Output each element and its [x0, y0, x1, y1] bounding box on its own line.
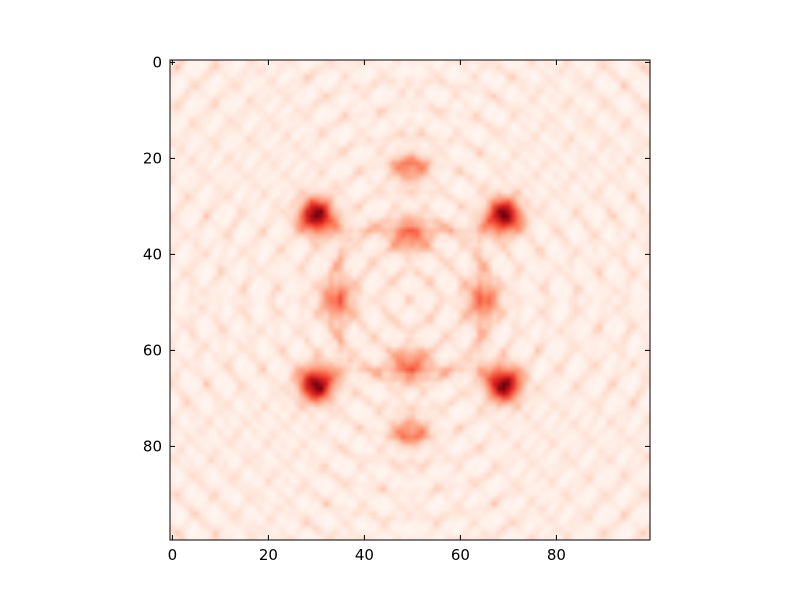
plot-area	[169, 59, 651, 541]
x-tick-label: 80	[547, 546, 566, 564]
x-tick-label: 0	[168, 546, 178, 564]
y-tick-label: 80	[143, 437, 162, 455]
y-tick-label: 20	[143, 149, 162, 167]
x-axis: 0 20 40 60 80	[168, 60, 566, 564]
axes-frame	[169, 59, 651, 541]
x-tick-label: 40	[355, 546, 374, 564]
y-tick-label: 40	[143, 245, 162, 263]
x-tick-label: 60	[451, 546, 470, 564]
y-axis: 0 20 40 60 80	[143, 53, 650, 455]
y-tick-label: 60	[143, 341, 162, 359]
x-tick-label: 20	[259, 546, 278, 564]
heatmap-image	[170, 60, 650, 540]
y-tick-label: 0	[152, 53, 162, 71]
